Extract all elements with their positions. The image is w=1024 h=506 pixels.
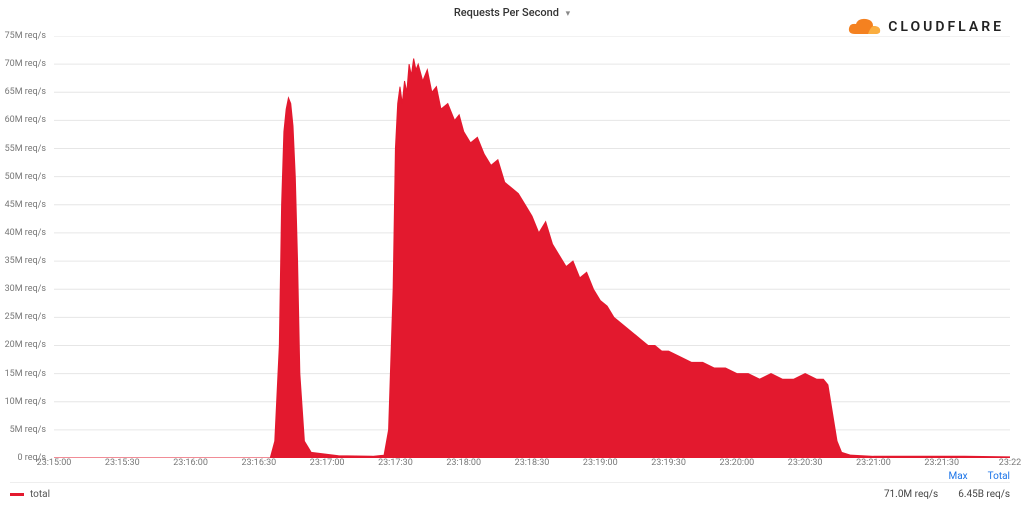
brand-text: CLOUDFLARE (888, 19, 1004, 35)
chart-svg (54, 36, 1010, 458)
brand-logo: CLOUDFLARE (848, 16, 1004, 38)
x-tick-label: 23:15:00 (37, 458, 72, 468)
x-tick-label: 23:17:00 (310, 458, 345, 468)
x-tick-label: 23:17:30 (378, 458, 413, 468)
y-tick-label: 25M req/s (5, 312, 46, 322)
legend-header-total[interactable]: Total (988, 471, 1010, 482)
y-tick-label: 5M req/s (10, 425, 46, 435)
y-tick-label: 65M req/s (5, 87, 46, 97)
y-tick-label: 20M req/s (5, 340, 46, 350)
chart-plot-area (54, 36, 1010, 458)
x-tick-label: 23:20:00 (719, 458, 754, 468)
x-tick-label: 23:21:00 (856, 458, 891, 468)
y-tick-label: 15M req/s (5, 369, 46, 379)
y-tick-label: 10M req/s (5, 397, 46, 407)
x-axis-labels: 23:15:0023:15:3023:16:0023:16:3023:17:00… (54, 458, 1010, 470)
y-tick-label: 60M req/s (5, 115, 46, 125)
y-tick-label: 35M req/s (5, 256, 46, 266)
legend-row: total 71.0M req/s 6.45B req/s (10, 482, 1010, 500)
legend-max-value: 71.0M req/s (884, 489, 938, 500)
x-tick-label: 23:22 (999, 458, 1021, 468)
legend-swatch (10, 493, 24, 496)
legend-series-name: total (30, 489, 50, 500)
x-tick-label: 23:20:30 (788, 458, 823, 468)
y-tick-label: 55M req/s (5, 144, 46, 154)
x-tick-label: 23:18:30 (515, 458, 550, 468)
x-tick-label: 23:19:00 (583, 458, 618, 468)
area-series (54, 59, 1010, 458)
y-tick-label: 50M req/s (5, 172, 46, 182)
y-axis-labels: 0 req/s5M req/s10M req/s15M req/s20M req… (0, 36, 50, 458)
legend-header-max[interactable]: Max (949, 471, 968, 482)
x-tick-label: 23:18:00 (446, 458, 481, 468)
x-tick-label: 23:16:30 (241, 458, 276, 468)
x-tick-label: 23:15:30 (105, 458, 140, 468)
chart-title-text: Requests Per Second (454, 6, 559, 19)
x-tick-label: 23:19:30 (651, 458, 686, 468)
y-tick-label: 70M req/s (5, 59, 46, 69)
y-tick-label: 30M req/s (5, 284, 46, 294)
y-tick-label: 45M req/s (5, 200, 46, 210)
cloud-icon (848, 16, 882, 38)
legend-headers: Max Total (949, 471, 1010, 482)
legend-total-value: 6.45B req/s (958, 489, 1010, 500)
x-tick-label: 23:16:00 (173, 458, 208, 468)
x-tick-label: 23:21:30 (924, 458, 959, 468)
y-tick-label: 75M req/s (5, 31, 46, 41)
y-tick-label: 40M req/s (5, 228, 46, 238)
chevron-down-icon[interactable]: ▾ (562, 9, 571, 19)
